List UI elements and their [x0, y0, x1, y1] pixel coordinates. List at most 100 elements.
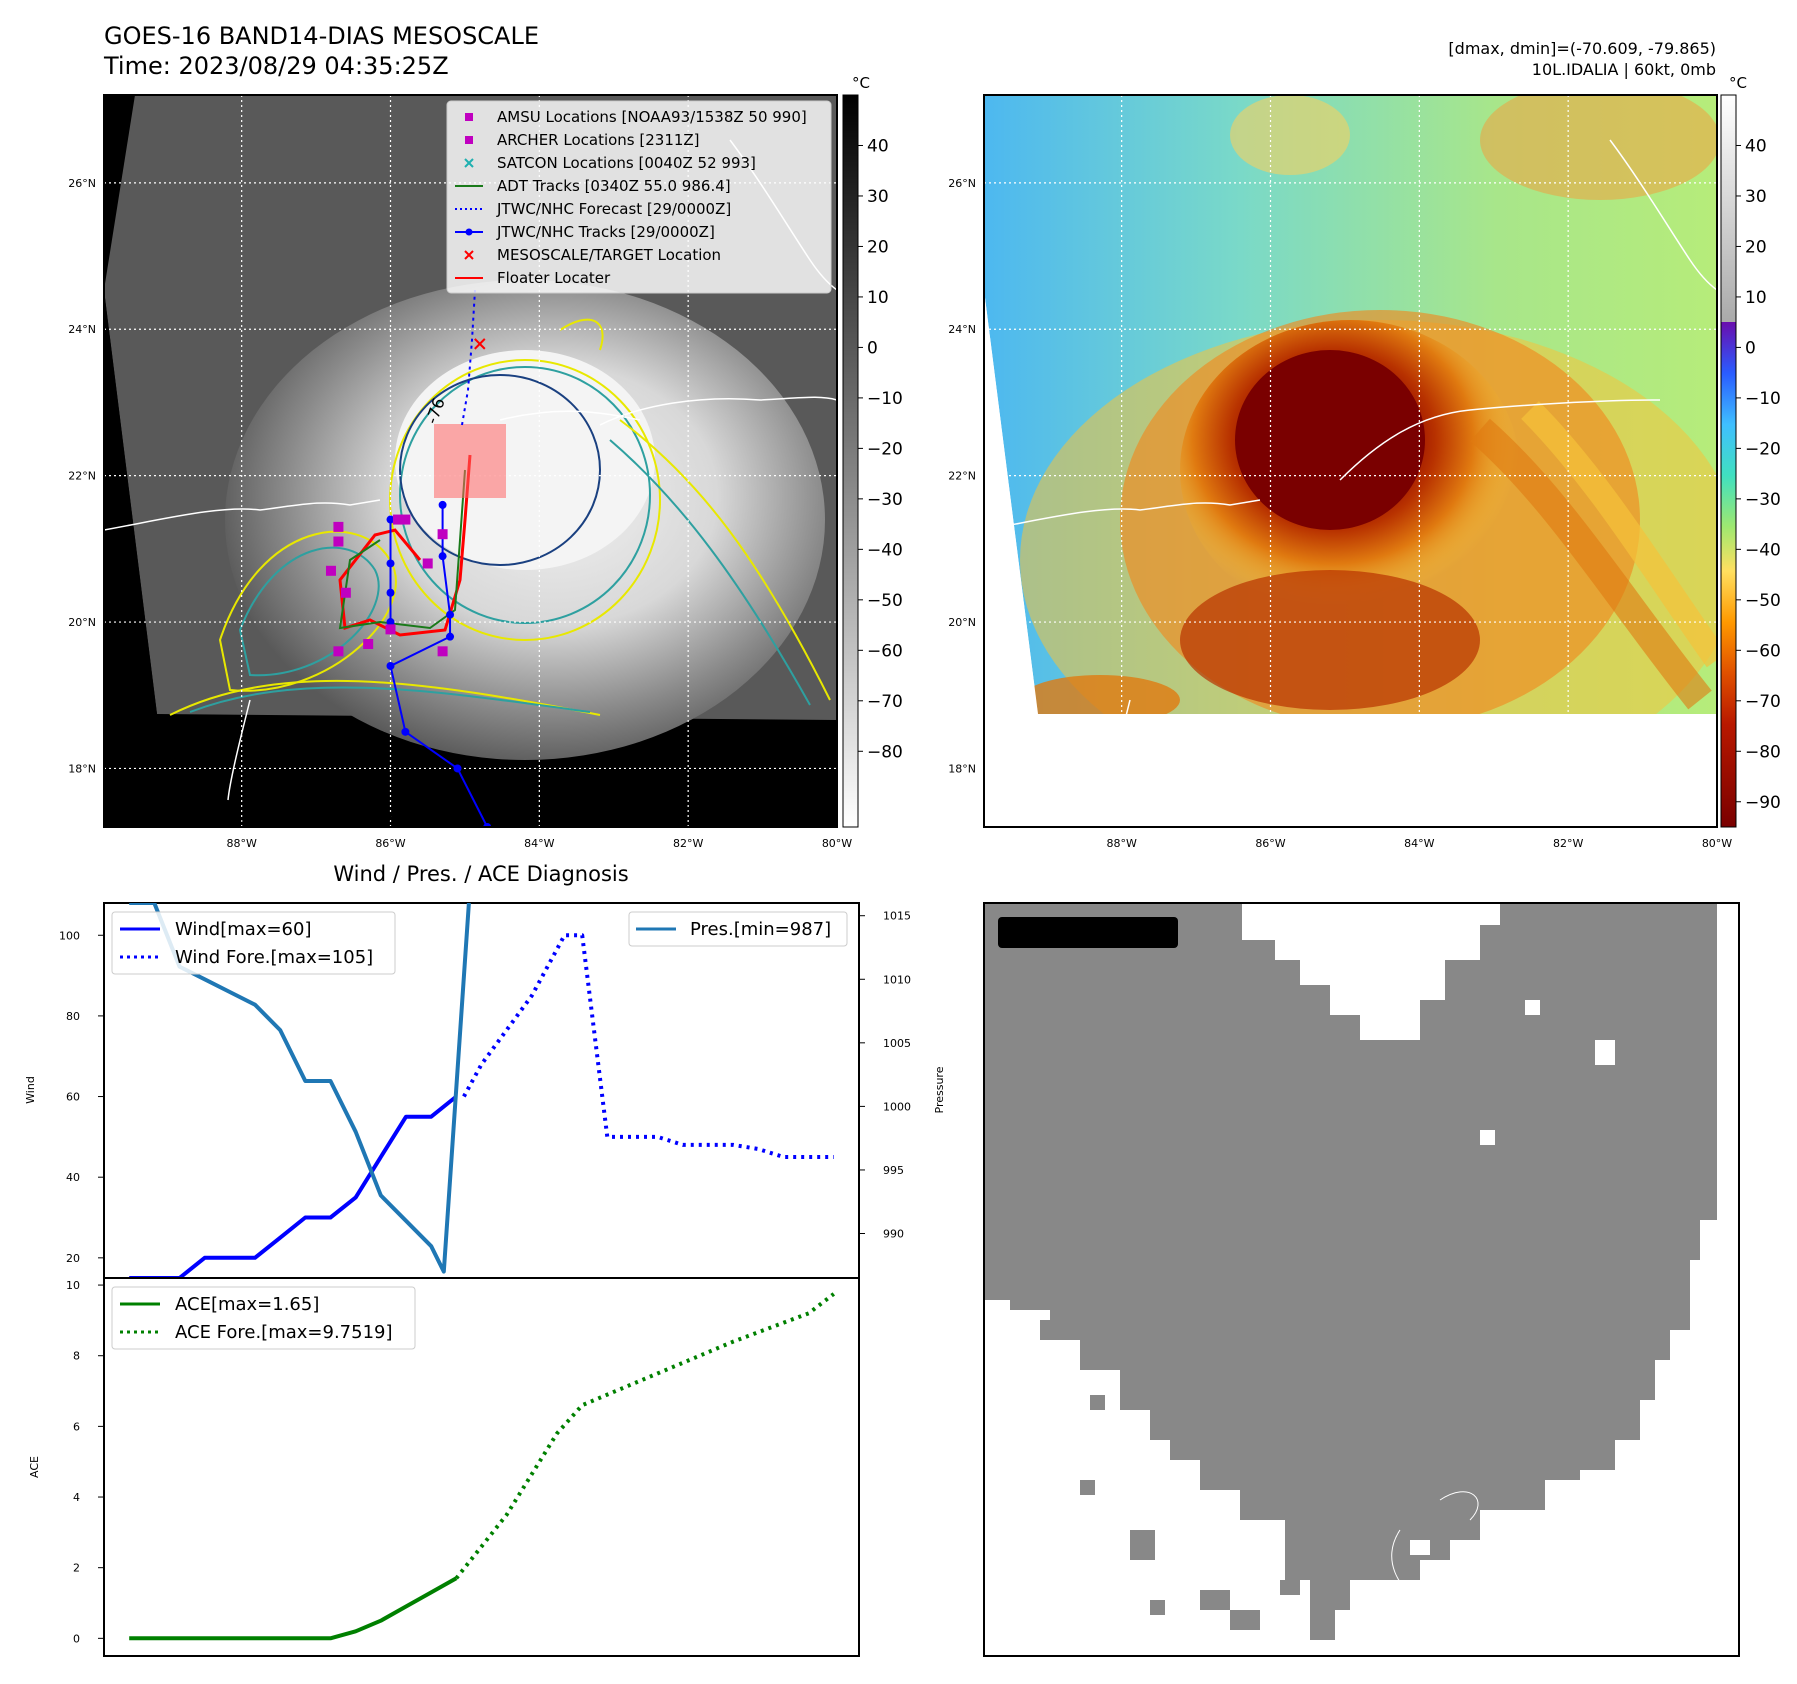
colorbar-tick-label: −20: [1745, 439, 1781, 459]
colorbar-tick-label: 10: [867, 288, 889, 308]
series-line: [129, 1576, 458, 1641]
legend-marker: [464, 158, 474, 168]
lat-tick-label: 22°N: [948, 470, 976, 483]
jtwc-track-point: [446, 632, 455, 641]
amsu-point: [422, 558, 433, 569]
map-ir-color: [984, 95, 1717, 827]
jtwc-track: [386, 500, 492, 827]
colorbar-tick-label: 0: [867, 338, 878, 358]
jtwc-track-point: [446, 610, 455, 619]
amsu-locations: [325, 514, 448, 657]
colorbar-tick-label: 10: [1745, 288, 1767, 308]
colorbar-tick-label: −70: [867, 692, 903, 712]
lon-tick-label: 86°W: [375, 837, 405, 850]
colorbar-tick-label: −60: [867, 641, 903, 661]
mesoscale-box: [434, 424, 506, 498]
wind-ytick-label: 100: [59, 929, 80, 942]
legend-pressure: Pres.[min=987]: [690, 919, 831, 940]
colorbar-tick-label: 40: [867, 136, 889, 156]
legend-marker: [465, 113, 473, 121]
jtwc-track-point: [386, 588, 395, 597]
lat-tick-label: 18°N: [68, 762, 96, 775]
wind-ytick-label: 60: [66, 1091, 80, 1104]
stats-text: [dmax, dmin]=(-70.609, -79.865): [1448, 39, 1716, 58]
lon-tick-label: 82°W: [1553, 837, 1583, 850]
ace-chart: 0 2 4 6 8 10 ACE ACE[max=1.65] ACE Fore.[max=…: [28, 1277, 860, 1657]
ace-ytick-label: 10: [66, 1279, 80, 1292]
gray-colorbar: °C 40 30 20 10 0 −10 −20 −30 −40 −50 −60 −70 −80: [842, 74, 903, 828]
colorbar-tick-label: −10: [1745, 389, 1781, 409]
legend-ace-fore: ACE Fore.[max=9.7519]: [175, 1322, 393, 1343]
amsu-point: [400, 514, 411, 525]
colorbar-tick-label: 20: [867, 237, 889, 257]
lon-tick-label: 86°W: [1255, 837, 1285, 850]
figure-time: Time: 2023/08/29 04:35:25Z: [103, 52, 449, 80]
amsu-point: [333, 521, 344, 532]
ace-ytick-label: 2: [73, 1562, 80, 1575]
jtwc-track-line: [389, 504, 489, 827]
lat-tick-label: 20°N: [68, 616, 96, 629]
jtwc-track-point: [386, 618, 395, 627]
legend-wind-fore: Wind Fore.[max=105]: [175, 947, 373, 968]
colorbar-tick-label: −50: [867, 591, 903, 611]
colorbar-tick-label: −30: [867, 490, 903, 510]
figure-title: GOES-16 BAND14-DIAS MESOSCALE: [104, 22, 539, 50]
colorbar-tick-label: 20: [1745, 237, 1767, 257]
colorbar-tick-label: −70: [1745, 692, 1781, 712]
jtwc-track-point: [438, 552, 447, 561]
jtwc-track-point: [386, 515, 395, 524]
lat-tick-label: 26°N: [68, 177, 96, 190]
wmg-count-label: WMG Count: 0: [1004, 921, 1165, 945]
wmg-frame: [983, 902, 1740, 1657]
colorbar-tick-label: −90: [1745, 793, 1781, 813]
wmg-mask: [984, 903, 1739, 1640]
copyright-text: Copyright © 2020-2023 Dapiya: [108, 807, 405, 827]
color-colorbar-unit: °C: [1729, 74, 1747, 92]
amsu-point: [340, 587, 351, 598]
map-legend-label: ARCHER Locations [2311Z]: [497, 131, 700, 149]
coastlines-2: [984, 139, 1717, 801]
color-colorbar: °C 40 30 20 10 0 −10 −20 −30 −40 −50 −60 −70 −80 −90: [1720, 74, 1781, 828]
pressure-ytick-label: 1000: [883, 1100, 911, 1113]
pressure-ytick-label: 995: [883, 1164, 904, 1177]
ace-ytick-label: 6: [73, 1420, 80, 1433]
map-legend-label: JTWC/NHC Forecast [29/0000Z]: [496, 200, 731, 218]
pressure-ytick-label: 1005: [883, 1037, 911, 1050]
ace-ylabel: ACE: [28, 1456, 41, 1478]
legend-marker: [455, 228, 483, 236]
lat-tick-label: 22°N: [68, 470, 96, 483]
legend-marker: [465, 136, 473, 144]
amsu-point: [392, 514, 403, 525]
map2-axis-labels: 26°N 24°N 22°N 20°N 18°N 88°W 86°W 84°W 82°W 80°W: [948, 177, 1732, 850]
wind-legend: Wind[max=60] Wind Fore.[max=105]: [111, 911, 396, 975]
amsu-point: [363, 639, 374, 649]
wmg-panel: WMG Count: 0: [983, 902, 1740, 1657]
colorbar-tick-label: −20: [867, 439, 903, 459]
storm-text: 10L.IDALIA | 60kt, 0mb: [1532, 60, 1716, 79]
map1-axis-labels: 26°N 24°N 22°N 20°N 18°N 88°W 86°W 84°W 82°W 80°W: [68, 177, 852, 850]
pressure-legend: Pres.[min=987]: [628, 911, 848, 947]
lon-tick-label: 80°W: [1702, 837, 1732, 850]
colorbar-tick-label: −40: [867, 540, 903, 560]
lon-tick-label: 88°W: [226, 837, 256, 850]
map2-gridlines: [984, 95, 1717, 827]
colorbar-tick-label: 40: [1745, 136, 1767, 156]
amsu-point: [437, 646, 448, 657]
colorbar-tick-label: −10: [867, 389, 903, 409]
legend-ace: ACE[max=1.65]: [175, 1294, 319, 1315]
colorbar-tick-label: −60: [1745, 641, 1781, 661]
lat-tick-label: 26°N: [948, 177, 976, 190]
series-line: [129, 1094, 458, 1278]
amsu-point: [437, 529, 448, 540]
amsu-point: [333, 646, 344, 657]
series-line: [462, 933, 834, 1159]
amsu-point: [385, 624, 396, 635]
map-legend-label: JTWC/NHC Tracks [29/0000Z]: [496, 223, 715, 241]
lon-tick-label: 84°W: [524, 837, 554, 850]
floater-locater-track: [338, 454, 472, 637]
colorbar-tick-label: −50: [1745, 591, 1781, 611]
ace-legend: ACE[max=1.65] ACE Fore.[max=9.7519]: [111, 1286, 416, 1350]
amsu-point: [325, 565, 336, 576]
legend-marker: [464, 250, 474, 260]
